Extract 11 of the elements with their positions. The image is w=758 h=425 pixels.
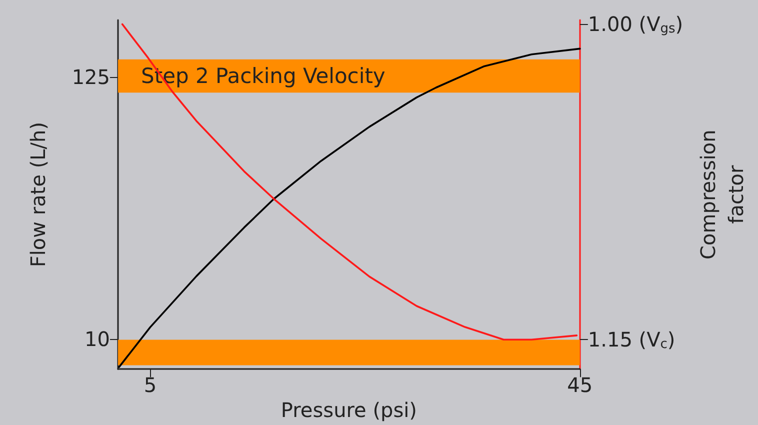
y-axis-title: Flow rate (L/h) bbox=[26, 122, 50, 268]
x-tick-label: 45 bbox=[567, 373, 593, 398]
band-label: Step 2 Packing Velocity bbox=[141, 64, 386, 88]
y2-axis-title: Compression factor bbox=[696, 130, 748, 260]
y-tick-label: 10 bbox=[84, 326, 110, 351]
y-tick-label: 125 bbox=[72, 64, 110, 89]
line-series bbox=[121, 23, 578, 341]
x-tick-label: 5 bbox=[144, 373, 157, 398]
x-axis-title: Pressure (psi) bbox=[280, 398, 417, 422]
y2-tick-label: 1.00 (Vgs) bbox=[588, 12, 684, 37]
y2-tick-label: 1.15 (Vc) bbox=[588, 328, 676, 352]
